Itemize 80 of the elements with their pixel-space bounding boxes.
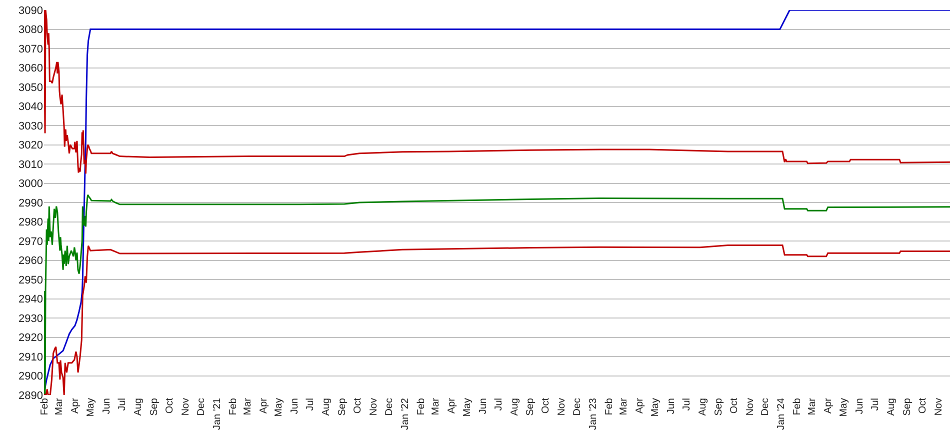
x-tick-label: Sep [337, 398, 348, 416]
line-series [44, 244, 950, 395]
x-tick-label: Jan '23 [588, 398, 600, 430]
y-tick-label: 3040 [18, 101, 43, 114]
y-tick-label: 3030 [18, 120, 43, 132]
x-tick-label: Jul [493, 398, 504, 411]
x-tick-label: Aug [886, 398, 897, 416]
line-series [44, 10, 950, 174]
x-tick-label: Apr [634, 397, 646, 414]
x-tick-label: Oct [540, 398, 552, 414]
x-tick-label: Jul [870, 398, 882, 411]
x-tick-label: Oct [352, 398, 364, 414]
x-tick-label: Jul [117, 398, 128, 411]
line-series [44, 194, 950, 395]
x-tick-label: Jun [102, 398, 113, 414]
x-tick-label: Feb [604, 398, 616, 416]
x-tick-label: Apr [70, 397, 82, 414]
x-tick-label: Jul [305, 398, 316, 411]
x-tick-label: Sep [902, 398, 913, 416]
x-tick-label: Dec [196, 398, 207, 416]
x-tick-label: Dec [760, 398, 772, 416]
y-tick-label: 2950 [18, 274, 43, 286]
x-tick-label: Apr [258, 397, 270, 414]
x-tick-label: Aug [321, 398, 332, 416]
y-tick-label: 2900 [18, 370, 43, 383]
y-tick-label: 3090 [18, 4, 43, 17]
x-tick-label: Jun [290, 398, 301, 414]
x-tick-label: May [274, 398, 285, 417]
y-tick-label: 3020 [18, 140, 43, 152]
x-tick-label: Dec [572, 398, 584, 416]
x-tick-label: Nov [180, 398, 192, 416]
x-tick-label: Sep [713, 398, 724, 416]
x-tick-label: Oct [164, 398, 176, 414]
y-tick-label: 3000 [18, 178, 43, 190]
x-tick-label: Jan '22 [400, 398, 411, 430]
x-tick-label: Aug [133, 398, 144, 416]
x-tick-label: Feb [228, 398, 239, 416]
x-tick-label: Oct [917, 398, 928, 414]
y-tick-label: 3060 [18, 62, 43, 75]
y-tick-label: 3050 [18, 82, 43, 94]
y-tick-label: 2960 [18, 255, 43, 268]
y-tick-label: 2990 [18, 197, 43, 210]
y-tick-label: 3080 [18, 24, 43, 36]
x-tick-label: Sep [525, 398, 536, 416]
x-tick-label: Nov [556, 398, 568, 416]
y-tick-label: 3010 [18, 158, 43, 171]
x-tick-label: Jul [681, 398, 692, 411]
y-tick-label: 2920 [18, 332, 43, 344]
y-tick-label: 2910 [18, 351, 43, 364]
y-tick-label: 2940 [18, 294, 43, 306]
x-tick-label: Jan '24 [776, 398, 788, 430]
x-tick-label: May [838, 398, 850, 417]
x-tick-label: Mar [242, 397, 254, 416]
x-tick-label: May [650, 398, 661, 417]
y-tick-label: 3070 [18, 43, 43, 56]
x-tick-label: Sep [149, 398, 160, 416]
x-tick-label: Jun [854, 398, 866, 414]
y-tick-label: 2980 [18, 216, 43, 229]
x-tick-label: Aug [509, 398, 520, 416]
x-tick-label: Mar [430, 397, 442, 416]
x-tick-label: Oct [728, 398, 740, 414]
x-tick-label: Nov [933, 398, 944, 416]
y-tick-label: 2930 [18, 312, 43, 325]
x-tick-label: Apr [446, 397, 458, 414]
x-tick-label: Mar [807, 397, 818, 416]
x-tick-label: Nov [368, 398, 380, 416]
x-tick-label: Dec [384, 398, 396, 416]
x-tick-label: Jun [666, 398, 677, 414]
x-tick-label: May [86, 398, 97, 417]
x-tick-label: Nov [744, 398, 756, 416]
x-tick-label: Aug [697, 398, 708, 416]
y-tick-label: 2970 [18, 236, 43, 248]
x-tick-label: Jun [478, 398, 489, 414]
x-tick-label: Mar [618, 397, 630, 416]
x-tick-label: Apr [823, 397, 834, 414]
x-tick-label: Feb [416, 398, 427, 416]
x-tick-label: Mar [54, 397, 66, 416]
x-tick-label: Jan '21 [212, 398, 223, 430]
x-tick-label: Feb [792, 398, 804, 416]
x-tick-label: May [462, 398, 473, 417]
